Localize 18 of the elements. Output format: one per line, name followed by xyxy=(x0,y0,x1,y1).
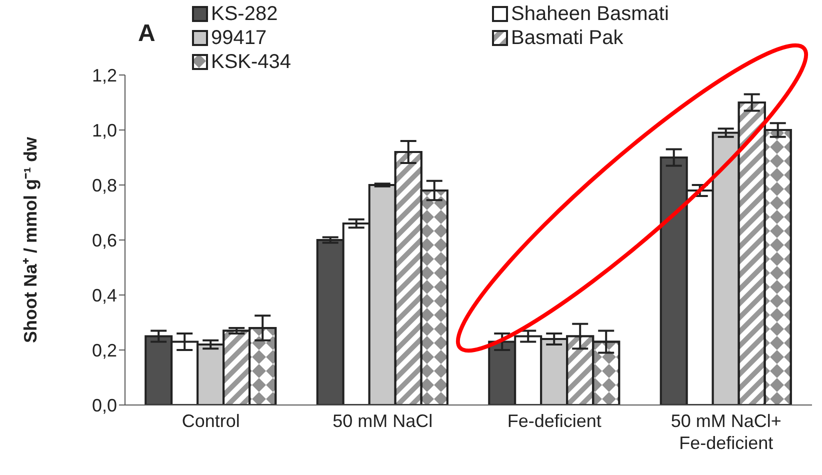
y-tick-label: 0,2 xyxy=(92,340,117,360)
x-tick-label: Control xyxy=(182,411,240,431)
legend-label: Shaheen Basmati xyxy=(511,2,669,26)
chart-title: A xyxy=(138,20,156,48)
legend-label: 99417 xyxy=(211,26,267,50)
y-tick-label: 1,0 xyxy=(92,120,117,140)
x-tick-label: 50 mM NaCl+ Fe-deficient xyxy=(670,411,782,453)
x-tick-label: 50 mM NaCl xyxy=(332,411,433,431)
y-tick-label: 0,4 xyxy=(92,285,117,306)
y-tick-label: 1,2 xyxy=(92,65,117,86)
legend-label: KSK-434 xyxy=(211,50,292,74)
y-tick-label: 0,8 xyxy=(92,175,117,196)
y-axis-title: Shoot Na⁺ / mmol g⁻¹ dw xyxy=(20,136,40,343)
y-tick-label: 0,0 xyxy=(92,395,117,416)
legend-label: KS-282 xyxy=(211,2,278,26)
x-tick-label: Fe-deficient xyxy=(507,411,602,431)
y-tick-label: 0,6 xyxy=(92,230,117,250)
legend-label: Basmati Pak xyxy=(511,26,624,50)
